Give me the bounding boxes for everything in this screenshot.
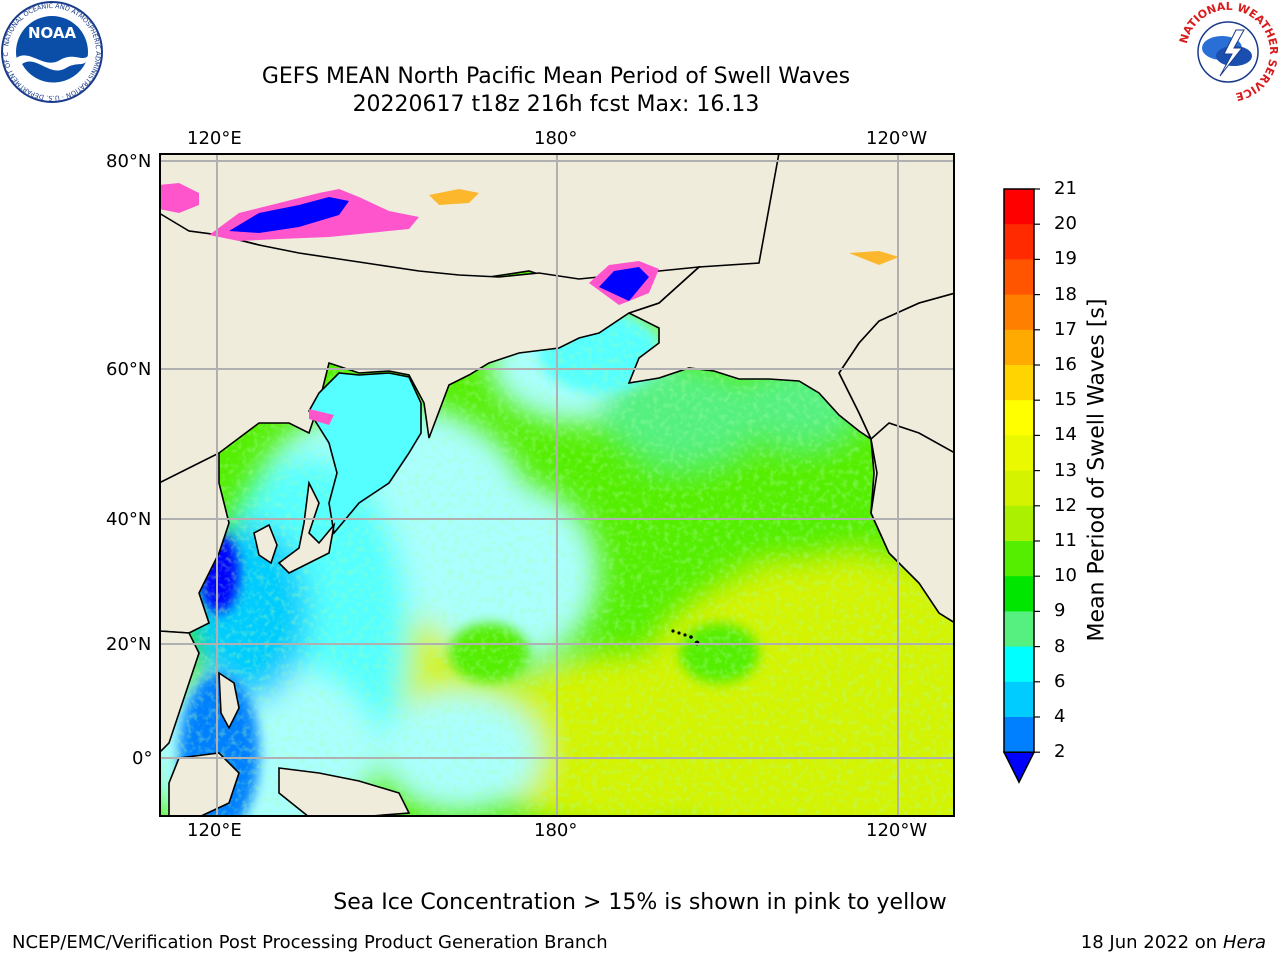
top-lon-label-120e: 120°E	[187, 128, 242, 149]
colorbar-tick-label: 6	[1054, 670, 1066, 692]
colorbar-tick-label: 11	[1054, 530, 1077, 551]
noaa-logo: NATIONAL OCEANIC AND ATMOSPHERIC ADMINIS…	[0, 0, 103, 103]
top-lon-label-120w: 120°W	[866, 128, 928, 149]
colorbar-tick-label: 4	[1054, 706, 1066, 727]
nws-logo: NATIONAL WEATHER SERVICE	[1177, 0, 1280, 103]
top-lon-label-180: 180°	[534, 128, 578, 149]
noaa-logo-text: NOAA	[28, 24, 77, 42]
colorbar-tick-label: 15	[1054, 389, 1077, 411]
lat-label-40n: 40°N	[106, 509, 152, 530]
footer-date-text: 18 Jun 2022 on	[1080, 932, 1218, 953]
colorbar-extend	[1002, 751, 1036, 784]
colorbar-tick-label: 9	[1054, 600, 1066, 622]
footer-host: Hera	[1222, 932, 1266, 953]
bottom-lon-label-180: 180°	[534, 820, 578, 841]
colorbar-band	[1004, 541, 1034, 577]
map-panel	[159, 153, 955, 817]
colorbar-band	[1004, 400, 1034, 436]
colorbar-band	[1004, 611, 1034, 648]
lat-label-20n: 20°N	[106, 634, 152, 655]
chart-subtitle: 20220617 t18z 216h fcst Max: 16.13	[352, 92, 760, 117]
colorbar-tick-label: 14	[1054, 424, 1077, 446]
colorbar-tick-label: 13	[1054, 459, 1077, 481]
colorbar-tick-label: 21	[1054, 178, 1077, 199]
colorbar-tick-label: 2	[1054, 741, 1066, 763]
footer-date: 18 Jun 2022 on Hera	[1081, 932, 1266, 953]
sea-ice	[159, 183, 899, 425]
lat-label-60n: 60°N	[106, 359, 152, 380]
bottom-lon-label-120e: 120°E	[187, 820, 242, 841]
colorbar-tick-label: 12	[1054, 494, 1077, 516]
colorbar-tick-label: 20	[1054, 213, 1077, 235]
colorbar-band	[1004, 681, 1034, 718]
colorbar-tick-label: 19	[1054, 248, 1077, 270]
colorbar-band	[1004, 365, 1034, 401]
colorbar-tick-label: 16	[1054, 354, 1077, 375]
colorbar-band	[1004, 224, 1034, 260]
colorbar-band	[1004, 717, 1034, 753]
colorbar-tick-label: 8	[1054, 635, 1066, 657]
colorbar-tick-label: 18	[1054, 283, 1077, 305]
colorbar-band	[1004, 646, 1034, 683]
lat-label-80n: 80°N	[106, 151, 152, 172]
chart-title: GEFS MEAN North Pacific Mean Period of S…	[261, 64, 851, 89]
colorbar-band	[1004, 576, 1034, 612]
colorbar-band	[1004, 470, 1034, 507]
colorbar-band	[1004, 189, 1034, 225]
footer-credit: NCEP/EMC/Verification Post Processing Pr…	[12, 932, 608, 953]
colorbar	[1002, 188, 1040, 784]
colorbar-label: Mean Period of Swell Waves [s]	[1084, 298, 1110, 642]
colorbar-tick-label: 17	[1054, 318, 1077, 340]
colorbar-band	[1004, 505, 1034, 542]
colorbar-band	[1004, 435, 1034, 472]
colorbar-tick-label: 10	[1054, 565, 1077, 587]
sea-ice-note: Sea Ice Concentration > 15% is shown in …	[333, 890, 947, 915]
bottom-lon-label-120w: 120°W	[866, 820, 928, 841]
lat-label-0: 0°	[132, 748, 153, 769]
colorbar-band	[1004, 294, 1034, 331]
gridlines	[159, 153, 955, 817]
colorbar-band	[1004, 329, 1034, 366]
colorbar-band	[1004, 259, 1034, 296]
land	[159, 153, 955, 817]
